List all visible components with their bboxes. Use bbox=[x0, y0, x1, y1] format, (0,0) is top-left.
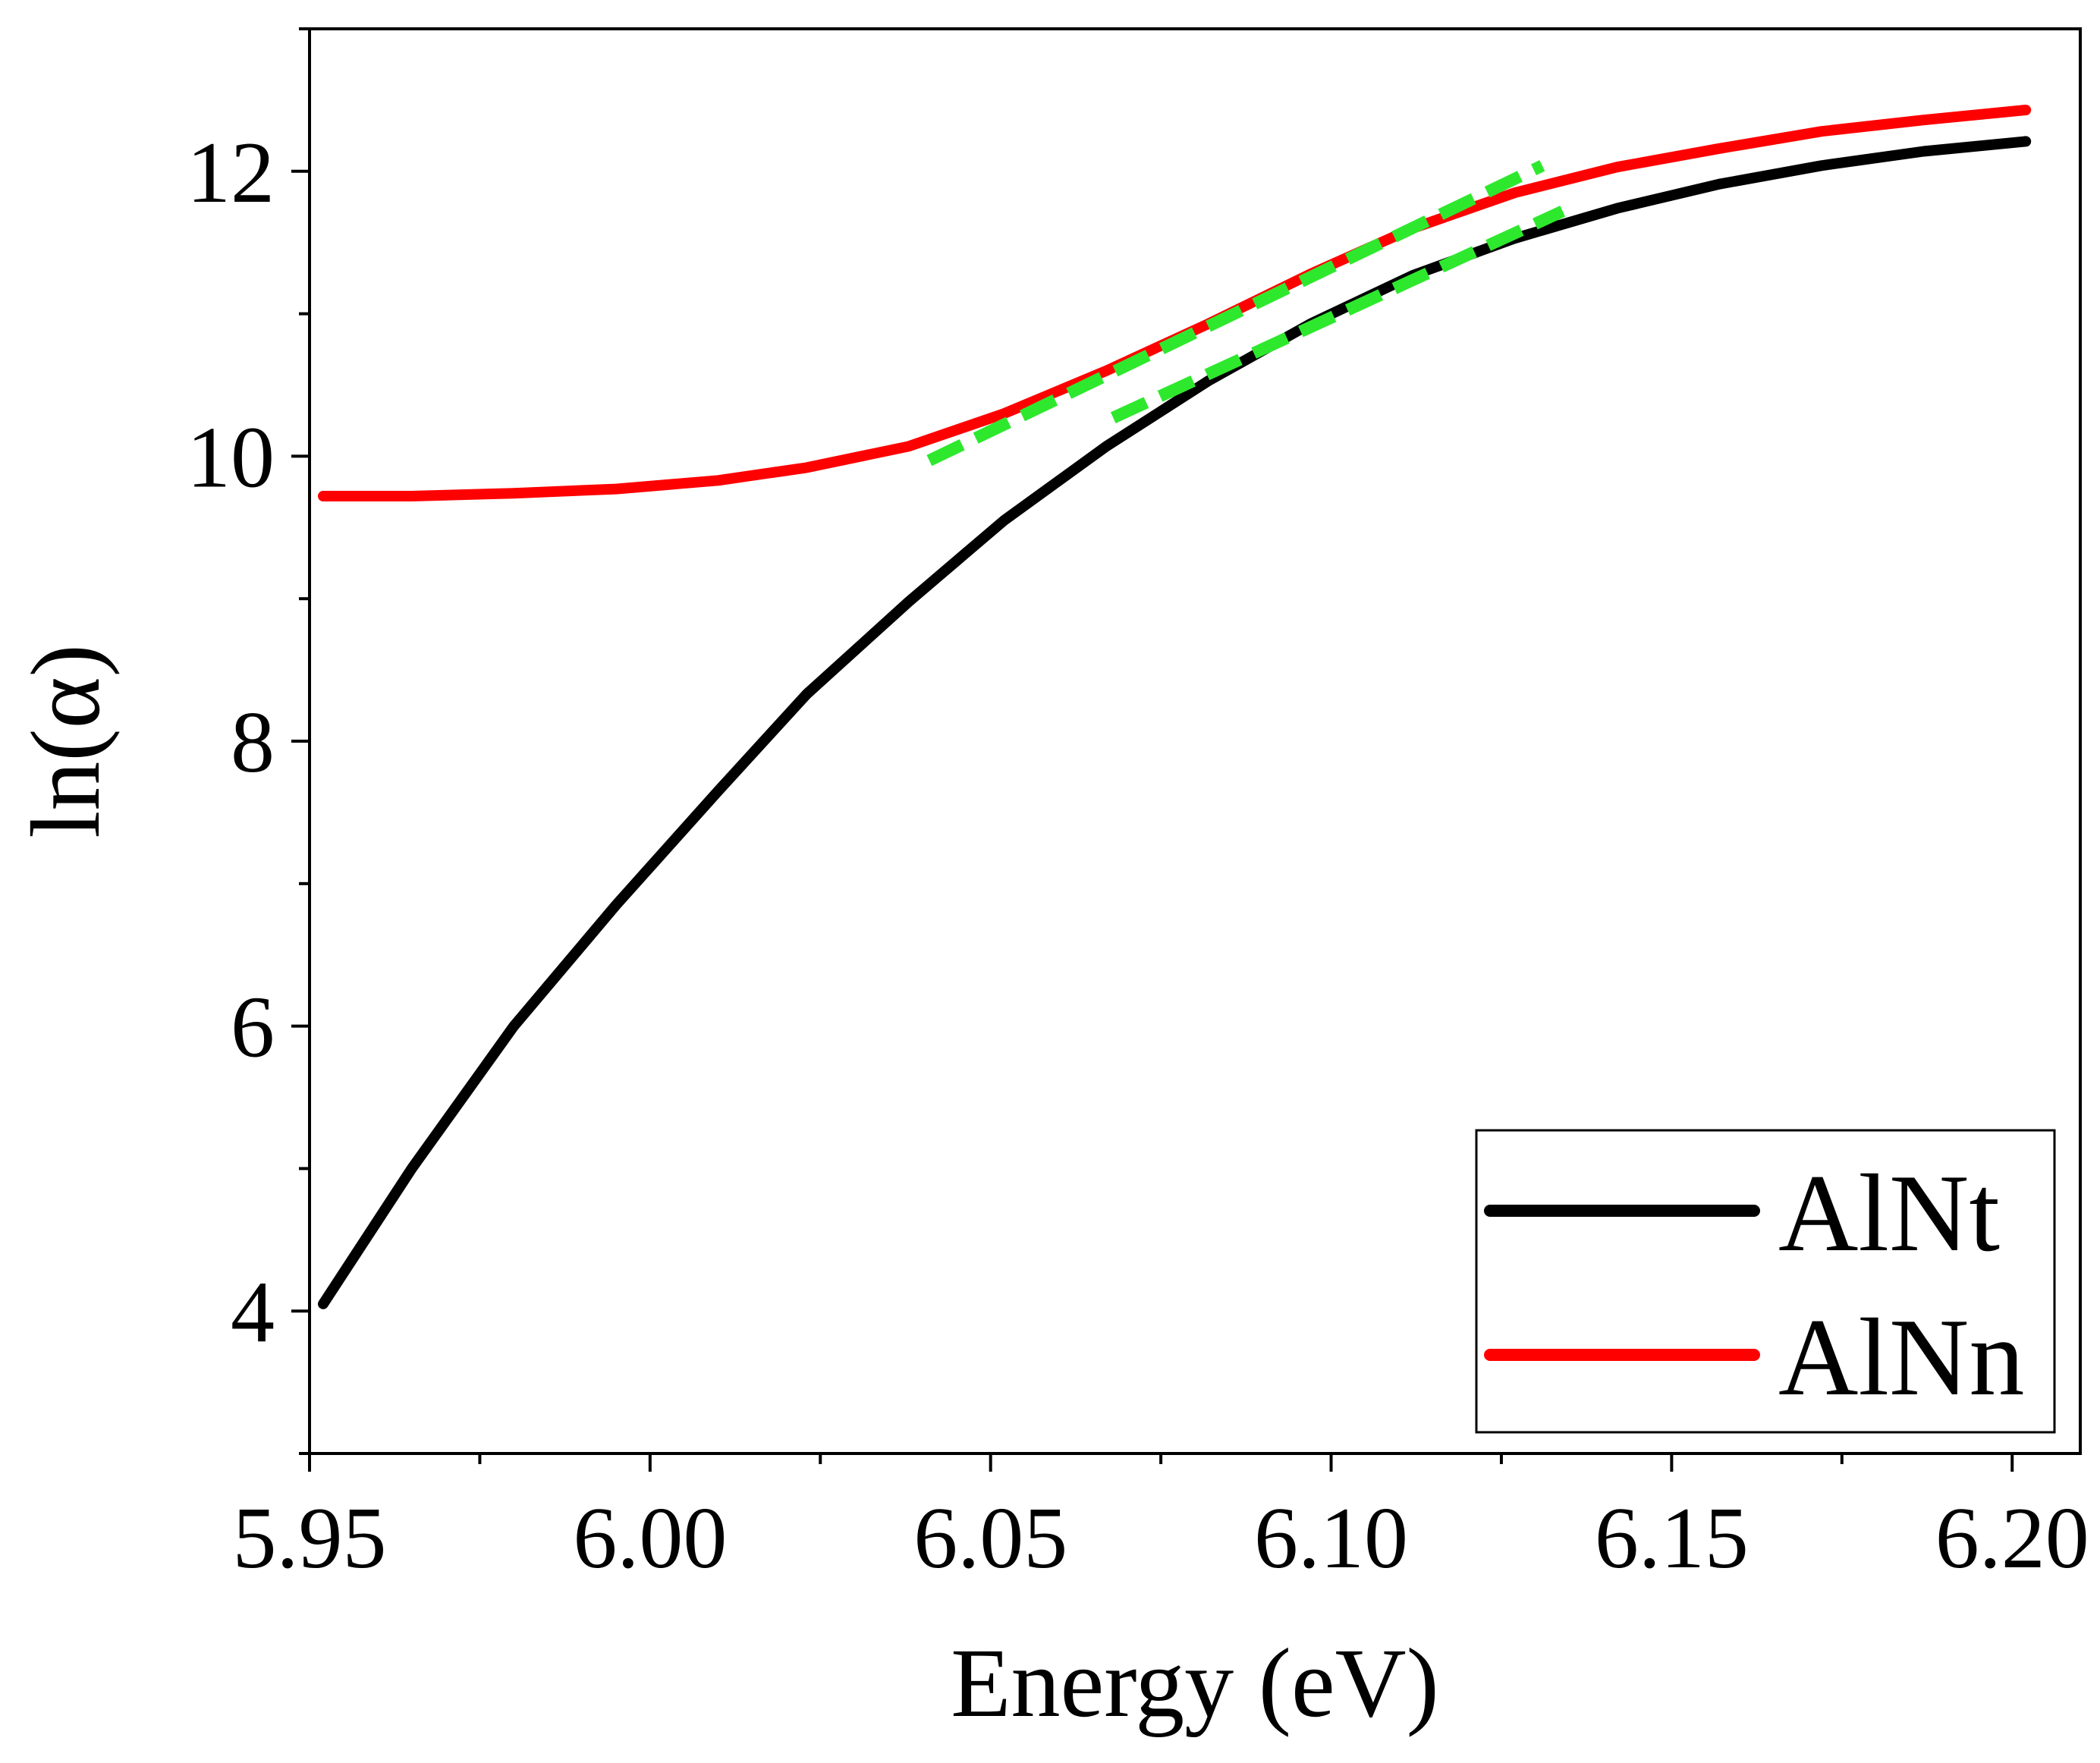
y-tick-label-0: 4 bbox=[231, 1264, 275, 1361]
x-tick-label-4: 6.15 bbox=[1595, 1490, 1749, 1587]
y-tick-label-2: 8 bbox=[231, 694, 275, 791]
y-tick-label-3: 10 bbox=[187, 409, 275, 506]
x-tick-label-5: 6.20 bbox=[1935, 1490, 2089, 1587]
x-axis-ticks bbox=[308, 1453, 2014, 1472]
legend-box bbox=[1475, 1129, 2056, 1434]
legend-label-alnn: AlNn bbox=[1778, 1296, 2024, 1419]
fit-lines-layer bbox=[926, 160, 1566, 467]
x-axis-title: Energy (eV) bbox=[951, 1629, 1439, 1738]
x-axis-tick-labels: 5.95 6.00 6.05 6.10 6.15 6.20 bbox=[233, 1490, 2089, 1587]
y-tick-label-4: 12 bbox=[187, 124, 275, 222]
x-tick-label-3: 6.10 bbox=[1254, 1490, 1408, 1587]
y-axis-ticks bbox=[291, 27, 310, 1455]
series-line-alnt bbox=[318, 136, 2032, 1309]
legend-label-alnt: AlNt bbox=[1778, 1152, 2000, 1274]
x-tick-label-1: 6.00 bbox=[573, 1490, 727, 1587]
fit-line-0 bbox=[926, 160, 1545, 467]
y-axis-tick-labels: 4 6 8 10 12 bbox=[187, 124, 275, 1361]
x-tick-label-0: 5.95 bbox=[233, 1490, 387, 1587]
legend: AlNt AlNn bbox=[1475, 1129, 2056, 1434]
series-layer bbox=[318, 105, 2032, 1309]
series-line-alnn bbox=[318, 105, 2032, 501]
y-axis-title: ln(α) bbox=[11, 644, 121, 838]
y-tick-label-1: 6 bbox=[231, 979, 275, 1076]
fit-line-1 bbox=[1110, 206, 1566, 423]
x-tick-label-2: 6.05 bbox=[913, 1490, 1067, 1587]
